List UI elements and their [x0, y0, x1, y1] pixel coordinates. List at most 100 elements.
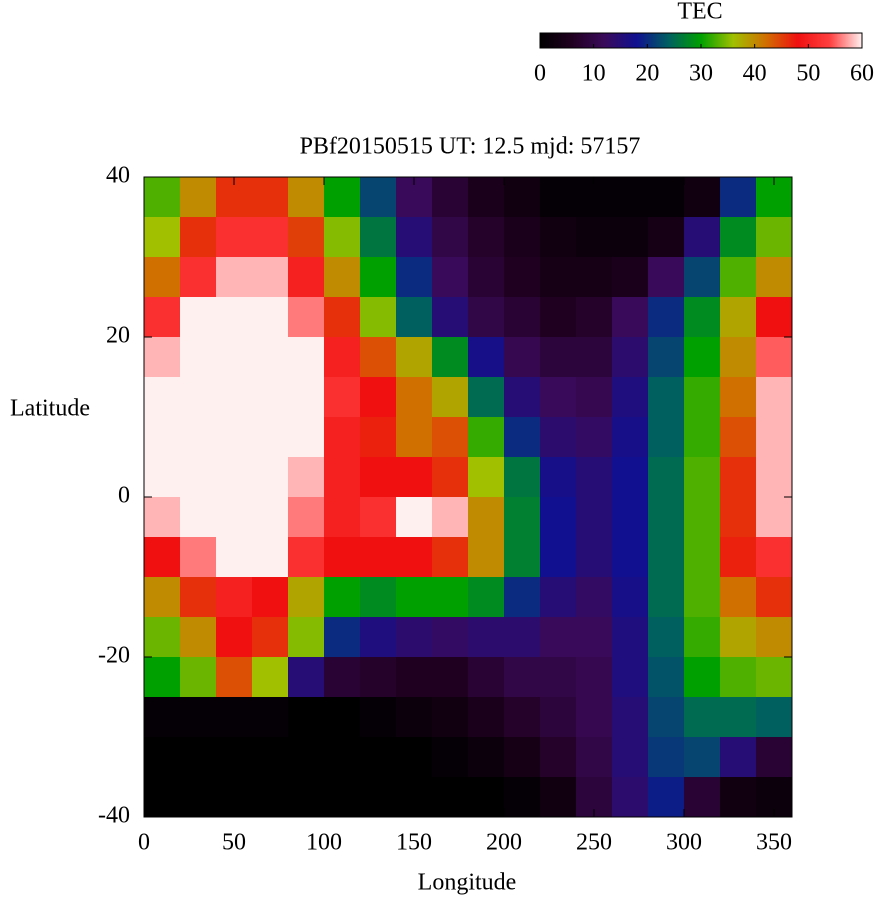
x-tick-label: 0	[138, 830, 150, 856]
heatmap-cell	[180, 697, 217, 738]
heatmap-cell	[432, 737, 469, 778]
heatmap-cell	[360, 777, 397, 818]
heatmap-cell	[756, 577, 793, 618]
heatmap-cell	[396, 537, 433, 578]
heatmap-cell	[144, 377, 181, 418]
heatmap-cell	[576, 217, 613, 258]
heatmap-cell	[468, 657, 505, 698]
heatmap-cell	[612, 497, 649, 538]
heatmap-cell	[540, 697, 577, 738]
heatmap-cell	[720, 657, 757, 698]
heatmap-cell	[540, 777, 577, 818]
x-tick-label: 150	[396, 830, 432, 856]
heatmap-cell	[504, 697, 541, 738]
heatmap-cell	[144, 337, 181, 378]
heatmap-cell	[180, 217, 217, 258]
heatmap-cell	[720, 217, 757, 258]
heatmap-cell	[324, 617, 361, 658]
heatmap-cell	[396, 497, 433, 538]
heatmap-cell	[180, 257, 217, 298]
x-tick-label: 200	[486, 830, 522, 856]
heatmap-cell	[216, 257, 253, 298]
heatmap-cell	[612, 537, 649, 578]
heatmap-cell	[720, 617, 757, 658]
heatmap-cell	[504, 297, 541, 338]
heatmap-cell	[432, 497, 469, 538]
heatmap-cell	[432, 577, 469, 618]
heatmap-cell	[612, 737, 649, 778]
heatmap-cell	[360, 737, 397, 778]
heatmap-cell	[504, 657, 541, 698]
heatmap-cell	[216, 217, 253, 258]
heatmap-cell	[720, 297, 757, 338]
heatmap-cell	[324, 697, 361, 738]
heatmap-cell	[468, 537, 505, 578]
heatmap-cell	[540, 297, 577, 338]
heatmap-cell	[180, 457, 217, 498]
heatmap-cell	[144, 177, 181, 218]
heatmap-cell	[576, 417, 613, 458]
heatmap-cell	[540, 457, 577, 498]
heatmap-cell	[396, 657, 433, 698]
heatmap-cell	[432, 457, 469, 498]
heatmap-cell	[360, 457, 397, 498]
heatmap-cell	[396, 697, 433, 738]
heatmap-cell	[612, 257, 649, 298]
heatmap-cell	[252, 617, 289, 658]
heatmap-cell	[648, 177, 685, 218]
heatmap-cell	[324, 577, 361, 618]
heatmap-cell	[360, 377, 397, 418]
heatmap-cell	[720, 497, 757, 538]
heatmap-cell	[216, 697, 253, 738]
heatmap-cell	[432, 657, 469, 698]
heatmap-cell	[288, 577, 325, 618]
heatmap-cell	[396, 257, 433, 298]
heatmap-cell	[684, 217, 721, 258]
heatmap-cell	[648, 377, 685, 418]
heatmap-cell	[360, 537, 397, 578]
heatmap-cell	[576, 497, 613, 538]
heatmap-cell	[576, 257, 613, 298]
heatmap-cell	[432, 537, 469, 578]
x-tick-label: 300	[666, 830, 702, 856]
heatmap-cell	[540, 497, 577, 538]
heatmap-cell	[468, 297, 505, 338]
heatmap-cell	[216, 297, 253, 338]
heatmap-cell	[324, 417, 361, 458]
heatmap-cell	[468, 737, 505, 778]
heatmap-cell	[612, 417, 649, 458]
heatmap-cell	[288, 497, 325, 538]
heatmap-cell	[756, 697, 793, 738]
heatmap-cell	[360, 297, 397, 338]
heatmap-cell	[684, 457, 721, 498]
heatmap-cell	[504, 737, 541, 778]
heatmap-cell	[684, 177, 721, 218]
heatmap-cell	[396, 417, 433, 458]
heatmap-cell	[576, 337, 613, 378]
heatmap-cell	[144, 217, 181, 258]
heatmap-cell	[180, 297, 217, 338]
heatmap-cell	[504, 577, 541, 618]
heatmap-cell	[360, 497, 397, 538]
heatmap-cell	[288, 657, 325, 698]
heatmap-cell	[252, 537, 289, 578]
heatmap-cell	[540, 657, 577, 698]
heatmap-cell	[540, 617, 577, 658]
heatmap-cell	[180, 657, 217, 698]
heatmap-cell	[324, 377, 361, 418]
x-tick-label: 50	[222, 830, 246, 856]
heatmap-cell	[576, 657, 613, 698]
heatmap-cell	[396, 377, 433, 418]
heatmap-cell	[540, 177, 577, 218]
heatmap-cell	[720, 377, 757, 418]
heatmap-cell	[756, 417, 793, 458]
y-axis-label: Latitude	[10, 396, 90, 422]
x-axis-label: Longitude	[418, 870, 517, 896]
chart-title: PBf20150515 UT: 12.5 mjd: 57157	[300, 134, 641, 160]
heatmap-cell	[756, 337, 793, 378]
heatmap-cell	[324, 657, 361, 698]
heatmap-cell	[612, 337, 649, 378]
y-tick-label: -40	[98, 803, 130, 829]
heatmap-cell	[252, 497, 289, 538]
heatmap-cell	[360, 337, 397, 378]
